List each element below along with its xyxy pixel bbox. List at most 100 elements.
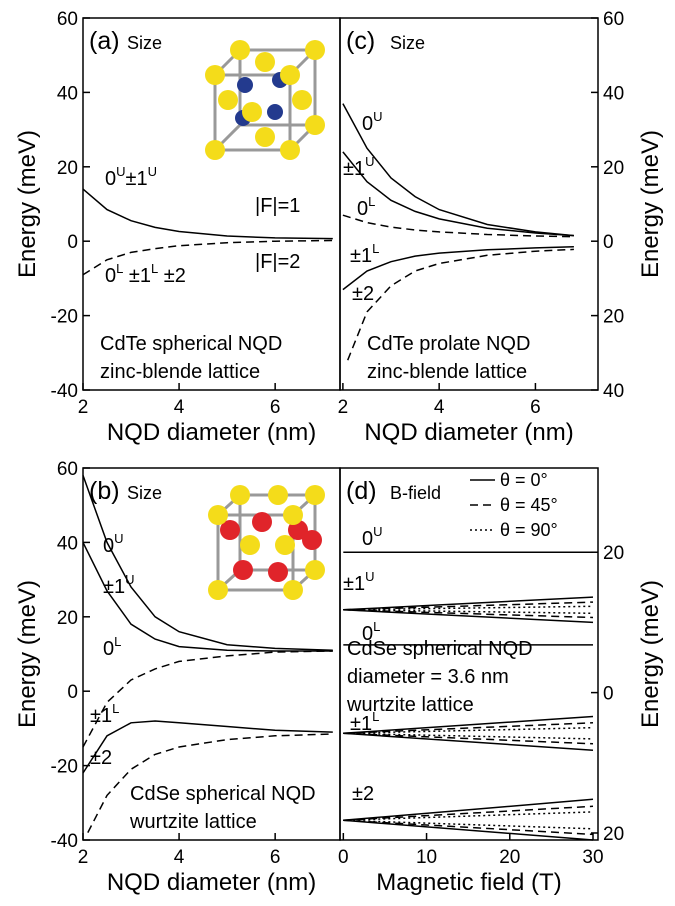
- label-text: 0: [103, 638, 114, 660]
- curve: [343, 798, 594, 822]
- label-text: 0: [103, 535, 114, 557]
- curve: [343, 609, 594, 624]
- y-tick-label: 0: [67, 682, 78, 703]
- curve: [343, 605, 594, 611]
- curve: [343, 732, 594, 751]
- curve-label: ±1U: [343, 154, 375, 180]
- legend-label: θ = 0°: [500, 470, 548, 490]
- legend-label: θ = 90°: [500, 520, 558, 540]
- x-tick-label: 0: [338, 847, 349, 868]
- curve: [343, 732, 594, 745]
- curve: [343, 811, 594, 822]
- curve: [347, 248, 574, 361]
- curve: [343, 596, 594, 611]
- y-tick-label: -40: [51, 381, 78, 402]
- label-superscript: L: [151, 261, 158, 276]
- panel-label: (a): [89, 27, 120, 55]
- x-tick-label: 30: [582, 847, 603, 868]
- label-text: 0: [362, 623, 373, 645]
- label-text: 0: [357, 198, 368, 220]
- curve-label: 0L: [362, 619, 380, 645]
- y-tick-label: 40: [57, 83, 78, 104]
- panel-tag: Size: [127, 33, 162, 53]
- y-tick-label: -20: [51, 307, 78, 328]
- x-axis-label: NQD diameter (nm): [107, 419, 316, 446]
- panel-label: (c): [346, 27, 375, 55]
- y-tick-label: 40: [603, 83, 624, 104]
- y-tick-label: 40: [57, 533, 78, 554]
- label-text: ±2: [90, 747, 112, 769]
- curve-label: 0L: [103, 634, 121, 660]
- label-text: 0: [362, 528, 373, 550]
- curve-label: 0U: [362, 109, 383, 135]
- label-text: ±1: [126, 168, 148, 190]
- plot-frame: [339, 17, 599, 391]
- y-tick-label: 20: [603, 158, 624, 179]
- label-text: ±1: [343, 158, 365, 180]
- curve-label: ±1L: [90, 701, 119, 727]
- label-superscript: L: [114, 634, 121, 649]
- x-tick-label: 4: [174, 397, 185, 418]
- panel-tag: B-field: [390, 483, 441, 503]
- y-tick-label: 0: [67, 232, 78, 253]
- curve: [343, 805, 594, 822]
- curve: [342, 246, 574, 291]
- zincblende-inset: [205, 40, 325, 160]
- curve: [343, 726, 594, 735]
- curve-label: 0U±1U: [105, 164, 157, 190]
- legend-label: θ = 45°: [500, 495, 558, 515]
- label-text: 0: [105, 168, 116, 190]
- label-text: ±2: [352, 283, 374, 305]
- label-text: ±1: [123, 265, 151, 287]
- curve-label: ±2: [90, 747, 112, 769]
- label-text: ±1: [350, 245, 372, 267]
- y-tick-label: 20: [57, 158, 78, 179]
- curve-label: ±1L: [350, 241, 379, 267]
- label-text: ±2: [352, 783, 374, 805]
- curve-label: 0L: [357, 194, 375, 220]
- label-text: ±1: [343, 573, 365, 595]
- panel-note: wurtzite lattice: [346, 694, 474, 716]
- curve: [343, 722, 594, 735]
- panel-tag: Size: [127, 483, 162, 503]
- curve: [82, 188, 333, 240]
- curve: [342, 103, 574, 237]
- y-tick-label: 0: [603, 232, 614, 253]
- panel-note: CdSe spherical NQD: [347, 638, 533, 660]
- panel-note: wurtzite lattice: [129, 811, 257, 833]
- label-superscript: L: [112, 701, 119, 716]
- x-tick-label: 2: [78, 847, 89, 868]
- label-superscript: U: [373, 109, 382, 124]
- y-tick-label: 40: [603, 381, 624, 402]
- x-tick-label: 4: [174, 847, 185, 868]
- curve: [342, 151, 574, 237]
- wurtzite-inset: [208, 485, 325, 600]
- curve: [343, 819, 594, 836]
- curve: [82, 239, 333, 276]
- label-text: ±1: [90, 705, 112, 727]
- label-text: ±2: [158, 265, 186, 287]
- panel-note: CdSe spherical NQD: [130, 783, 316, 805]
- label-text: ±1: [103, 576, 125, 598]
- label-superscript: U: [365, 569, 374, 584]
- y-tick-label: 60: [57, 9, 78, 30]
- curve: [343, 732, 594, 740]
- x-tick-label: 10: [416, 847, 437, 868]
- curve-label: 0U: [103, 531, 124, 557]
- curve-label: ±1U: [343, 569, 375, 595]
- x-tick-label: 6: [270, 397, 281, 418]
- curve: [82, 650, 333, 748]
- x-tick-label: 4: [434, 397, 445, 418]
- panel-tag: Size: [390, 33, 425, 53]
- curve-label: ±1U: [103, 572, 135, 598]
- x-axis-label: NQD diameter (nm): [107, 869, 316, 896]
- curve: [82, 475, 333, 652]
- label-superscript: U: [125, 572, 134, 587]
- curve: [343, 609, 594, 615]
- y-axis-label: Energy (meV): [637, 580, 664, 728]
- curve-label: ±2: [352, 783, 374, 805]
- x-tick-label: 2: [338, 397, 349, 418]
- y-axis-label: Energy (meV): [637, 130, 664, 278]
- y-tick-label: 20: [603, 543, 624, 564]
